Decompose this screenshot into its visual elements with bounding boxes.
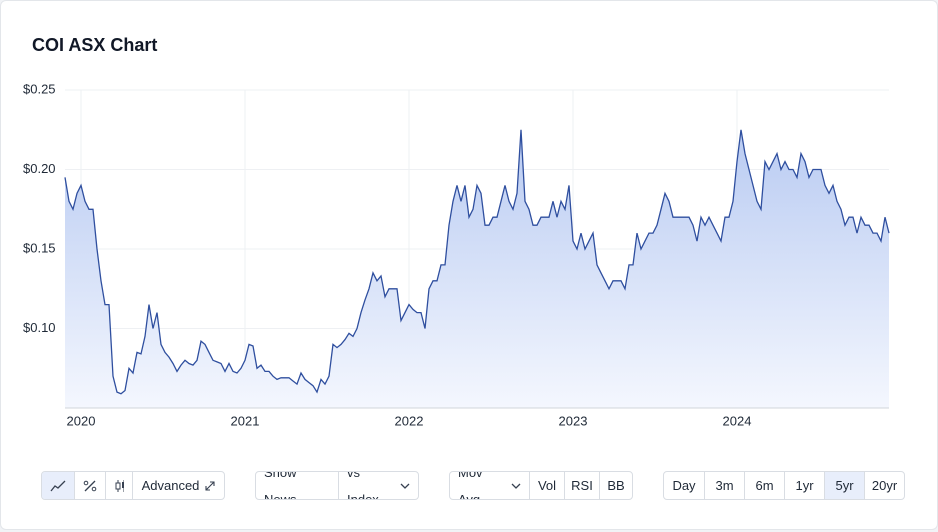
- y-tick-label: $0.10: [23, 320, 56, 335]
- percent-tool[interactable]: [74, 472, 105, 499]
- price-line: [64, 129, 890, 395]
- button-label: 3m: [715, 478, 734, 493]
- toggle-button[interactable]: Day: [664, 472, 704, 499]
- chart-title: COI ASX Chart: [32, 35, 157, 55]
- line-tool[interactable]: [42, 472, 74, 499]
- toggle-button[interactable]: Vol: [529, 472, 564, 499]
- vs-index-dropdown[interactable]: vs Index: [338, 472, 418, 499]
- toggle-button[interactable]: Mov Avg: [450, 472, 529, 499]
- y-tick-label: $0.15: [23, 240, 56, 255]
- show-news-button[interactable]: Show News: [256, 472, 338, 499]
- button-label: Show News: [264, 471, 297, 500]
- x-tick-label: 2023: [559, 413, 588, 428]
- area-fill: [65, 129, 889, 409]
- range-group: Day 3m 6m 1yr 5yr 20yr: [663, 471, 905, 500]
- tool-group: Advanced: [41, 471, 225, 500]
- button-label: 20yr: [871, 478, 898, 493]
- candle-tool[interactable]: [105, 472, 132, 499]
- toggle-button[interactable]: BB: [599, 472, 632, 499]
- button-label: BB: [607, 478, 625, 493]
- button-label: Advanced: [141, 478, 200, 493]
- news-group: Show News vs Index: [255, 471, 419, 500]
- button-label: 1yr: [795, 478, 814, 493]
- button-label: Day: [672, 478, 696, 493]
- button-label: 6m: [755, 478, 774, 493]
- y-tick-label: $0.20: [23, 161, 56, 176]
- y-tick-label: $0.25: [23, 81, 56, 96]
- toggle-button[interactable]: 6m: [744, 472, 784, 499]
- button-label: RSI: [571, 478, 593, 493]
- button-label: Mov Avg: [458, 471, 483, 500]
- button-label: vs Index: [347, 471, 379, 500]
- toggle-button[interactable]: 20yr: [864, 472, 904, 499]
- toggle-button[interactable]: 1yr: [784, 472, 824, 499]
- toggle-button[interactable]: 3m: [704, 472, 744, 499]
- x-tick-label: 2021: [231, 413, 260, 428]
- toggle-button[interactable]: RSI: [564, 472, 599, 499]
- button-label: Vol: [537, 478, 557, 493]
- x-tick-label: 2024: [723, 413, 752, 428]
- toggle-button[interactable]: 5yr: [824, 472, 864, 499]
- indicator-group: Mov Avg Vol RSI BB: [449, 471, 633, 500]
- button-label: 5yr: [835, 478, 854, 493]
- x-tick-label: 2022: [395, 413, 424, 428]
- x-tick-label: 2020: [67, 413, 96, 428]
- chart: COI ASX Chart $0.10 $0.15 $0.20 $0.25 2020 20…: [23, 35, 890, 428]
- advanced-button[interactable]: Advanced: [132, 472, 224, 499]
